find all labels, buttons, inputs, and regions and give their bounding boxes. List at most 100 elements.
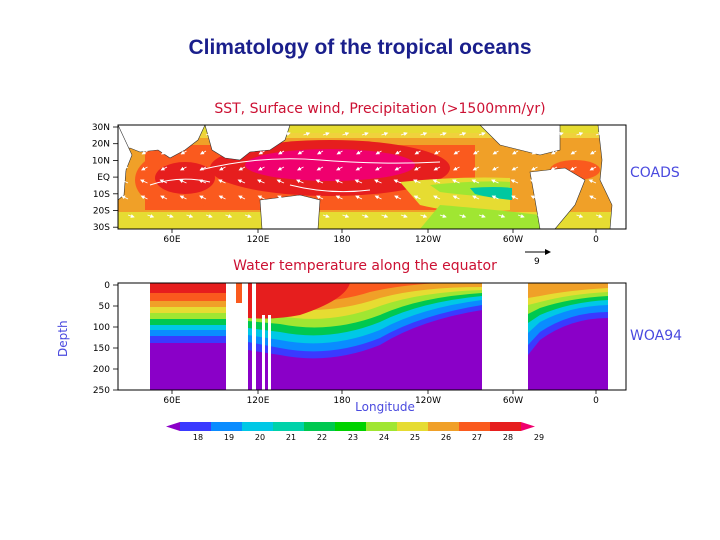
- wind-vector: [147, 132, 155, 136]
- wind-vector: [608, 179, 616, 184]
- wind-vector: [400, 214, 408, 218]
- colorbar-max-arrow: [521, 422, 535, 431]
- wind-vector: [491, 195, 499, 200]
- wind-vector: [225, 214, 233, 218]
- temperature-section: [150, 283, 608, 390]
- wind-vector: [316, 195, 324, 200]
- wind-vector: [277, 166, 285, 171]
- top-chart-title: SST, Surface wind, Precipitation (>1500m…: [214, 101, 546, 117]
- bottom-x-tick-label: 60E: [163, 396, 180, 406]
- wind-vector: [257, 179, 265, 184]
- wind-vector: [141, 166, 148, 171]
- wind-vector: [576, 214, 584, 218]
- wind-vector: [530, 195, 538, 200]
- wind-vector: [511, 195, 519, 200]
- colorbar-label: 26: [441, 433, 451, 442]
- wind-vector: [166, 132, 174, 136]
- wind-vector: [140, 195, 148, 200]
- wind-vector: [335, 195, 343, 200]
- top-source-label: COADS: [630, 165, 680, 181]
- wind-vector: [160, 195, 168, 200]
- wind-vector: [400, 132, 408, 136]
- wind-vector: [179, 179, 187, 184]
- equator-section-panel: [117, 282, 627, 391]
- wind-vector: [511, 166, 519, 171]
- wind-vector: [459, 132, 467, 136]
- wind-vector: [393, 179, 402, 184]
- wind-vector: [205, 214, 213, 218]
- wind-vector: [570, 150, 577, 155]
- wind-vector: [537, 132, 545, 136]
- wind-vector: [551, 150, 558, 155]
- wind-vector: [297, 150, 304, 155]
- wind-vector: [166, 214, 174, 218]
- wind-vector: [478, 132, 486, 136]
- bottom-x-axis: 60E 120E 180 120W 60W 0: [163, 390, 599, 406]
- wind-vector: [394, 166, 402, 171]
- bottom-x-tick-label: 120E: [247, 396, 270, 406]
- wind-vector: [237, 179, 246, 184]
- wind-vector: [336, 150, 343, 155]
- wind-vector: [238, 195, 246, 200]
- wind-vector: [452, 195, 460, 200]
- wind-vector: [615, 132, 623, 136]
- wind-vector: [361, 132, 369, 136]
- wind-vector: [159, 179, 168, 184]
- wind-vector: [609, 150, 616, 155]
- wind-vector: [374, 195, 382, 200]
- wind-vector: [615, 214, 623, 218]
- wind-vector: [420, 214, 428, 218]
- wind-vector: [588, 179, 597, 184]
- wind-vector: [413, 179, 421, 184]
- wind-vector: [264, 214, 272, 218]
- wind-vector: [608, 195, 616, 200]
- wind-vector: [512, 150, 519, 155]
- wind-vector: [381, 214, 389, 218]
- wind-vector: [141, 150, 148, 155]
- wind-vector: [550, 166, 558, 171]
- colorbar-swatch: [211, 422, 242, 431]
- colorbar-label: 18: [193, 433, 203, 442]
- wind-vector: [394, 195, 402, 200]
- wind-vector: [459, 214, 467, 218]
- top-y-tick-label: 10S: [93, 190, 110, 200]
- wind-vector: [121, 195, 129, 200]
- wind-vector: [531, 166, 538, 171]
- colorbar-swatch: [180, 422, 211, 431]
- wind-vector: [510, 179, 519, 184]
- colorbar-label: 23: [348, 433, 358, 442]
- wind-vector: [453, 150, 460, 155]
- wind-vector: [434, 150, 441, 155]
- colorbar-swatch: [335, 422, 366, 431]
- wind-vector: [375, 150, 382, 155]
- colorbar-label: 24: [379, 433, 389, 442]
- top-x-tick-label: 120E: [247, 235, 270, 245]
- wind-vector: [595, 132, 603, 136]
- colorbar-label: 29: [534, 433, 544, 442]
- colorbar-swatch: [397, 422, 428, 431]
- bottom-y-tick-label: 250: [93, 386, 110, 396]
- bottom-y-axis: 0 50 100 150 200 250: [93, 281, 118, 396]
- top-x-tick-label: 60E: [163, 235, 180, 245]
- wind-vector: [492, 166, 499, 171]
- bottom-chart-title: Water temperature along the equator: [233, 258, 497, 274]
- wind-vector: [498, 132, 506, 136]
- top-x-tick-label: 180: [333, 235, 350, 245]
- wind-vector: [200, 150, 207, 155]
- page-title: Climatology of the tropical oceans: [188, 36, 532, 59]
- wind-vector: [161, 150, 168, 155]
- colorbar-swatch: [242, 422, 273, 431]
- wind-vector: [303, 214, 311, 218]
- wind-vector: [589, 166, 597, 171]
- bottom-source-label: WOA94: [630, 328, 683, 344]
- wind-vector: [317, 150, 324, 155]
- wind-vector: [160, 166, 168, 171]
- top-x-tick-label: 0: [593, 235, 599, 245]
- wind-vector: [238, 166, 246, 171]
- wind-vector: [225, 132, 233, 136]
- wind-vector: [244, 214, 252, 218]
- bottom-x-tick-label: 180: [333, 396, 350, 406]
- wind-vector: [205, 132, 213, 136]
- wind-vector: [283, 132, 291, 136]
